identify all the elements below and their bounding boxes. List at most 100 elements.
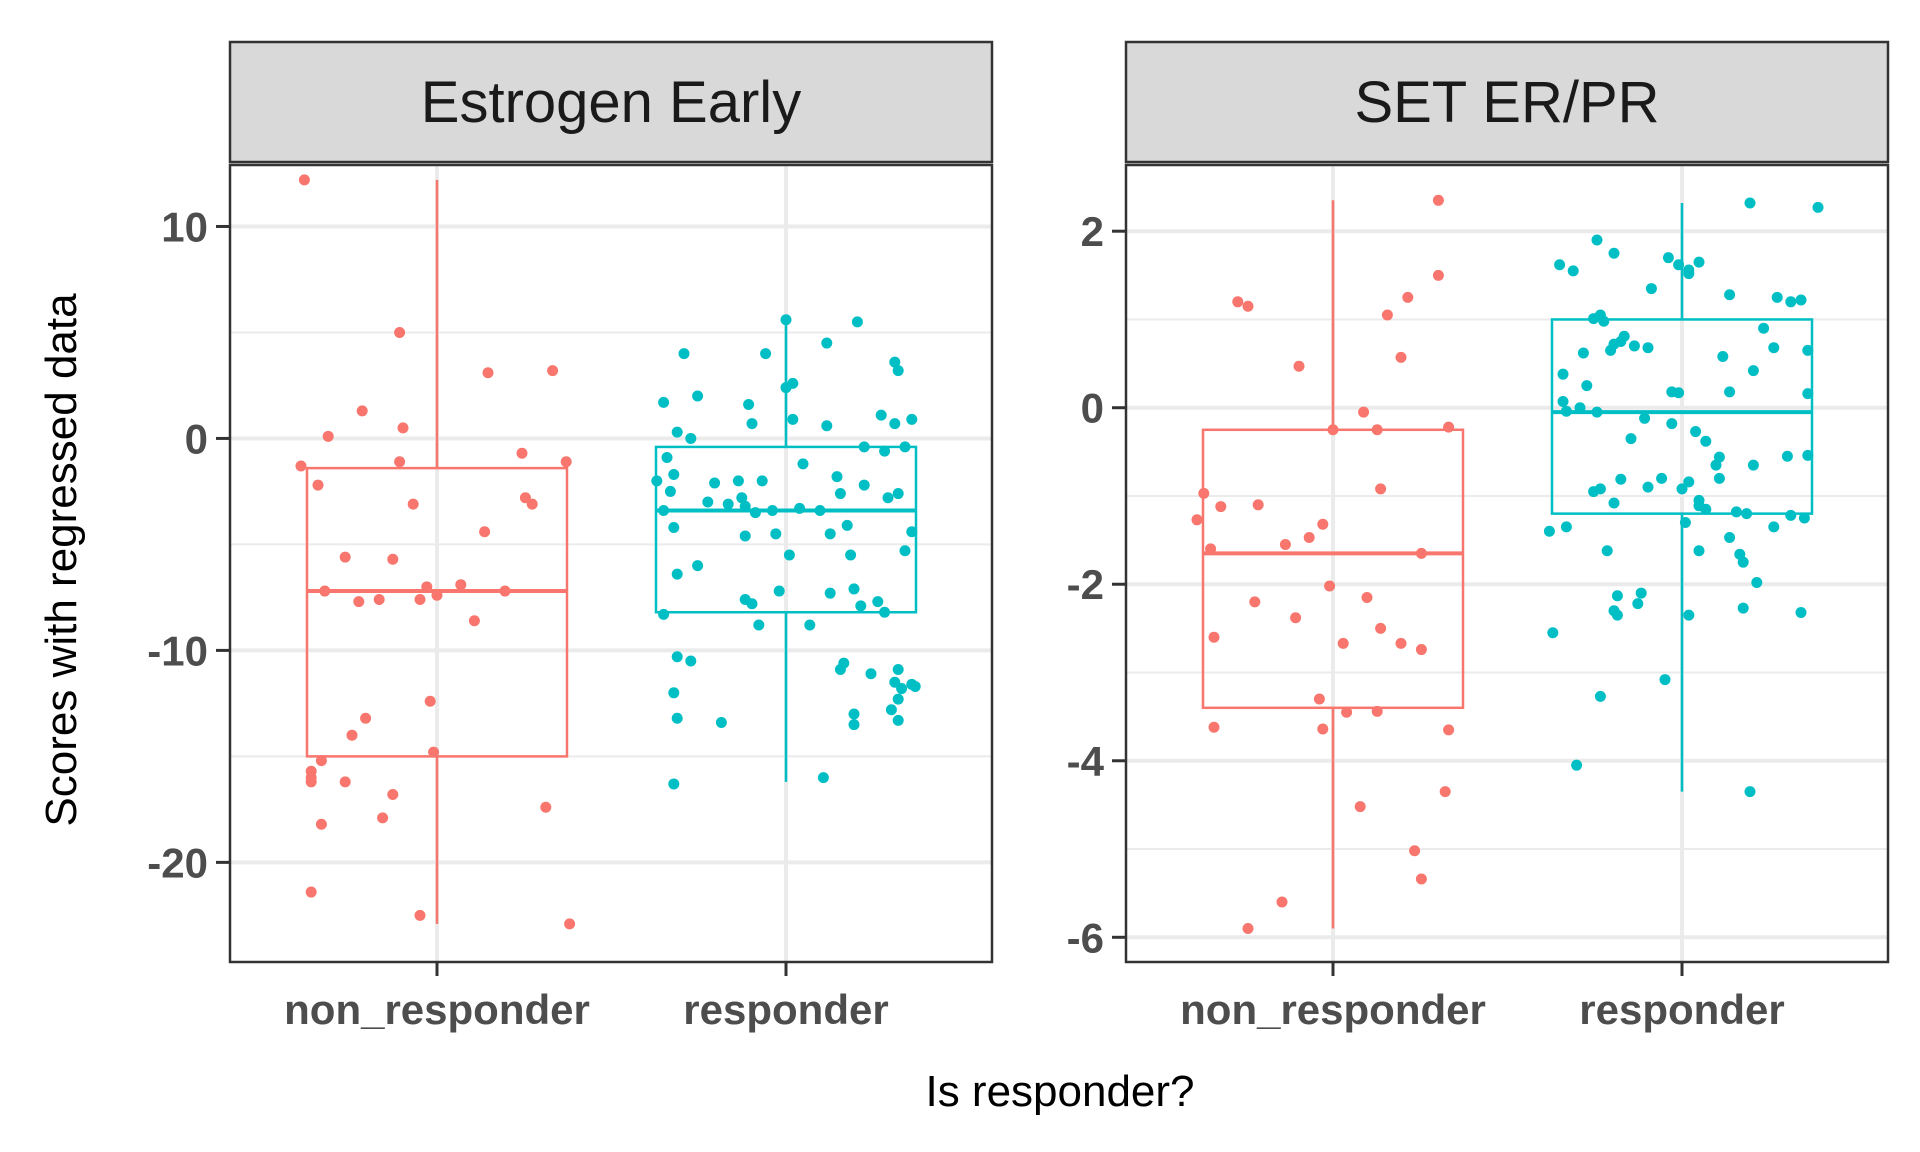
data-point [899,441,911,453]
data-point [668,468,680,480]
data-point [848,719,860,731]
x-tick-label: responder [683,986,888,1033]
data-point [1317,518,1329,530]
data-point [651,475,663,487]
data-point [394,326,406,338]
data-point [431,589,443,601]
data-point [1747,365,1759,377]
data-point [1415,644,1427,656]
data-point [889,356,901,368]
data-point [1313,693,1325,705]
data-point [671,651,683,663]
data-point [1577,347,1589,359]
data-point [814,505,826,517]
data-point [1547,627,1559,639]
data-point [1751,576,1763,588]
data-point [1375,622,1387,634]
data-point [658,608,670,620]
data-point [858,441,870,453]
panel-border [1124,163,1890,964]
data-point [479,526,491,538]
data-point [1432,269,1444,281]
data-point [1191,514,1203,526]
data-point [1639,412,1651,424]
y-tick-label: -20 [147,839,208,886]
data-point [831,471,843,483]
box-responder [1550,318,1814,515]
data-point [678,348,690,360]
data-point [414,909,426,921]
data-point [305,776,317,788]
data-point [848,583,860,595]
data-point [732,475,744,487]
data-point [1415,873,1427,885]
data-point [702,496,714,508]
data-point [1303,531,1315,543]
data-point [872,596,884,608]
data-point [1768,521,1780,533]
data-point [1598,315,1610,327]
data-point [851,316,863,328]
data-point [1642,481,1654,493]
data-point [1242,300,1254,312]
data-point [817,772,829,784]
data-point [356,405,368,417]
data-point [1567,265,1579,277]
data-point [1785,296,1797,308]
data-point [1276,896,1288,908]
data-point [1683,476,1695,488]
data-point [685,432,697,444]
data-point [1812,201,1824,213]
data-point [547,365,559,377]
data-point [834,488,846,500]
data-point [1700,435,1712,447]
data-point [1443,421,1455,433]
data-point [841,519,853,531]
data-point [1693,545,1705,557]
data-point [1354,801,1366,813]
data-point [1395,351,1407,363]
data-point [360,712,372,724]
data-point [821,420,833,432]
data-point [658,396,670,408]
data-point [353,596,365,608]
data-point [1290,612,1302,624]
data-point [1252,499,1264,511]
data-point [892,488,904,500]
data-point [685,655,697,667]
data-point [1768,342,1780,354]
data-point [1673,259,1685,271]
data-point [671,426,683,438]
data-point [865,668,877,680]
data-point [882,492,894,504]
panel-2: 2 0 -2 -4 -6 SET ER/PR non_responder responder [1067,40,1890,1033]
y-axis-title: Scores with regressed data [37,293,86,827]
facet-strip [1124,40,1890,164]
data-point [845,549,857,561]
data-point [424,695,436,707]
y-tick-label: 10 [161,203,208,250]
data-point [1375,483,1387,495]
data-point [1208,721,1220,733]
data-point [560,456,572,468]
data-point [1656,472,1668,484]
data-point [824,587,836,599]
data-point [739,530,751,542]
data-point [1591,406,1603,418]
data-point [397,422,409,434]
data-point [1279,539,1291,551]
data-point [1208,631,1220,643]
data-point [736,492,748,504]
data-point [909,680,921,692]
data-point [770,528,782,540]
data-point [1683,264,1695,276]
data-point [298,174,310,186]
data-point [1581,380,1593,392]
data-point [848,708,860,720]
data-point [1741,508,1753,520]
data-point [315,755,327,767]
data-point [824,528,836,540]
data-point [1327,424,1339,436]
data-point [749,507,761,519]
